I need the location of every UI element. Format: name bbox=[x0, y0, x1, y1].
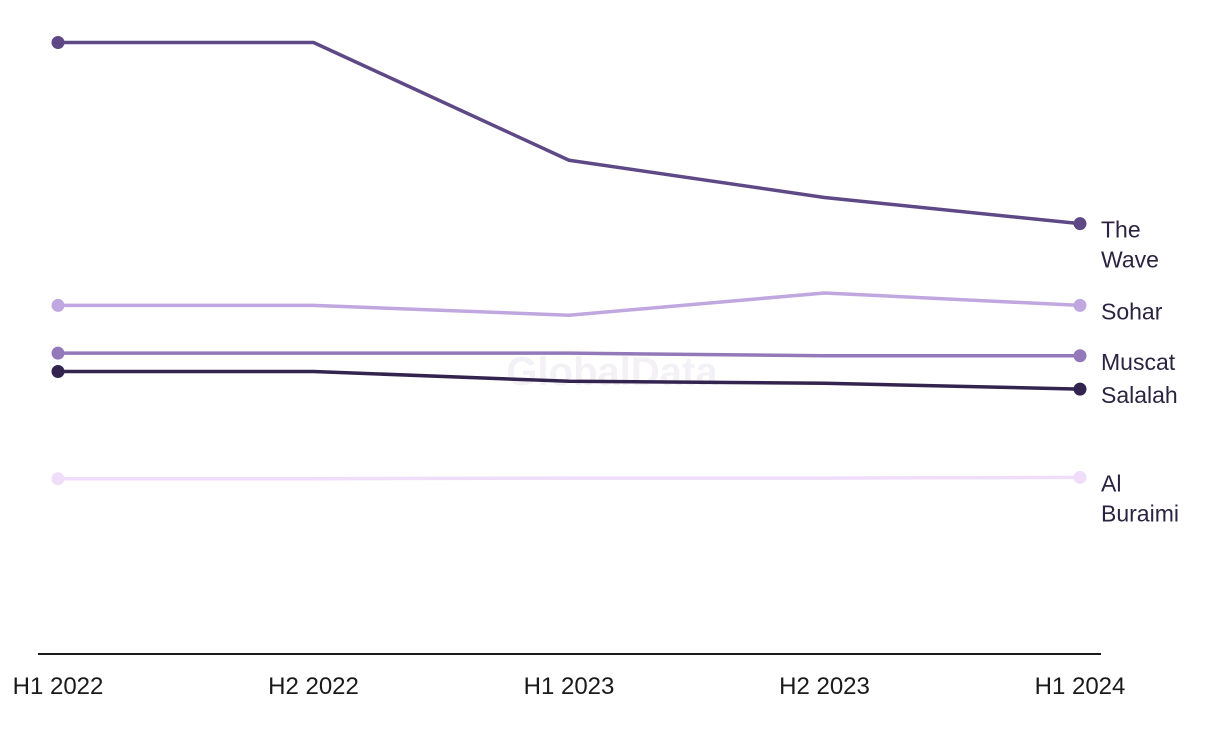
series-label-muscat: Muscat bbox=[1101, 349, 1176, 375]
series-point-sohar-h1-2024 bbox=[1073, 298, 1087, 312]
series-point-salalah-h1-2024 bbox=[1073, 382, 1087, 396]
series-point-the-wave-h1-2022 bbox=[51, 36, 65, 50]
series-lines bbox=[56, 40, 1082, 481]
series-line-salalah bbox=[56, 369, 1082, 391]
x-tick-label-h1-2022: H1 2022 bbox=[13, 673, 104, 700]
series-point-al-buraimi-h1-2022 bbox=[51, 472, 65, 486]
series-points bbox=[51, 36, 1087, 486]
x-tick-label-h1-2024: H1 2024 bbox=[1035, 673, 1126, 700]
series-label-salalah: Salalah bbox=[1101, 382, 1178, 408]
watermark-text: GlobalData bbox=[506, 350, 718, 394]
series-point-the-wave-h1-2024 bbox=[1073, 217, 1087, 231]
x-axis-ticks: H1 2022 H2 2022 H1 2023 H2 2023 H1 2024 bbox=[13, 673, 1126, 700]
x-tick-label-h2-2022: H2 2022 bbox=[268, 673, 359, 700]
series-point-sohar-h1-2022 bbox=[51, 298, 65, 312]
x-tick-label-h1-2023: H1 2023 bbox=[524, 673, 615, 700]
series-label-al-buraimi: Al Buraimi bbox=[1101, 470, 1179, 526]
series-point-al-buraimi-h1-2024 bbox=[1073, 470, 1087, 484]
series-label-sohar: Sohar bbox=[1101, 298, 1163, 324]
series-line-muscat bbox=[56, 351, 1082, 358]
series-label-the-wave: The Wave bbox=[1101, 217, 1159, 273]
series-labels: The Wave Sohar Muscat Salalah Al Buraimi bbox=[1101, 217, 1179, 527]
x-tick-label-h2-2023: H2 2023 bbox=[779, 673, 870, 700]
series-point-muscat-h1-2024 bbox=[1073, 349, 1087, 363]
series-line-the-wave bbox=[56, 40, 1082, 226]
series-line-sohar bbox=[56, 291, 1082, 317]
series-line-al-buraimi bbox=[56, 475, 1082, 481]
series-point-salalah-h1-2022 bbox=[51, 364, 65, 378]
series-point-muscat-h1-2022 bbox=[51, 346, 65, 360]
